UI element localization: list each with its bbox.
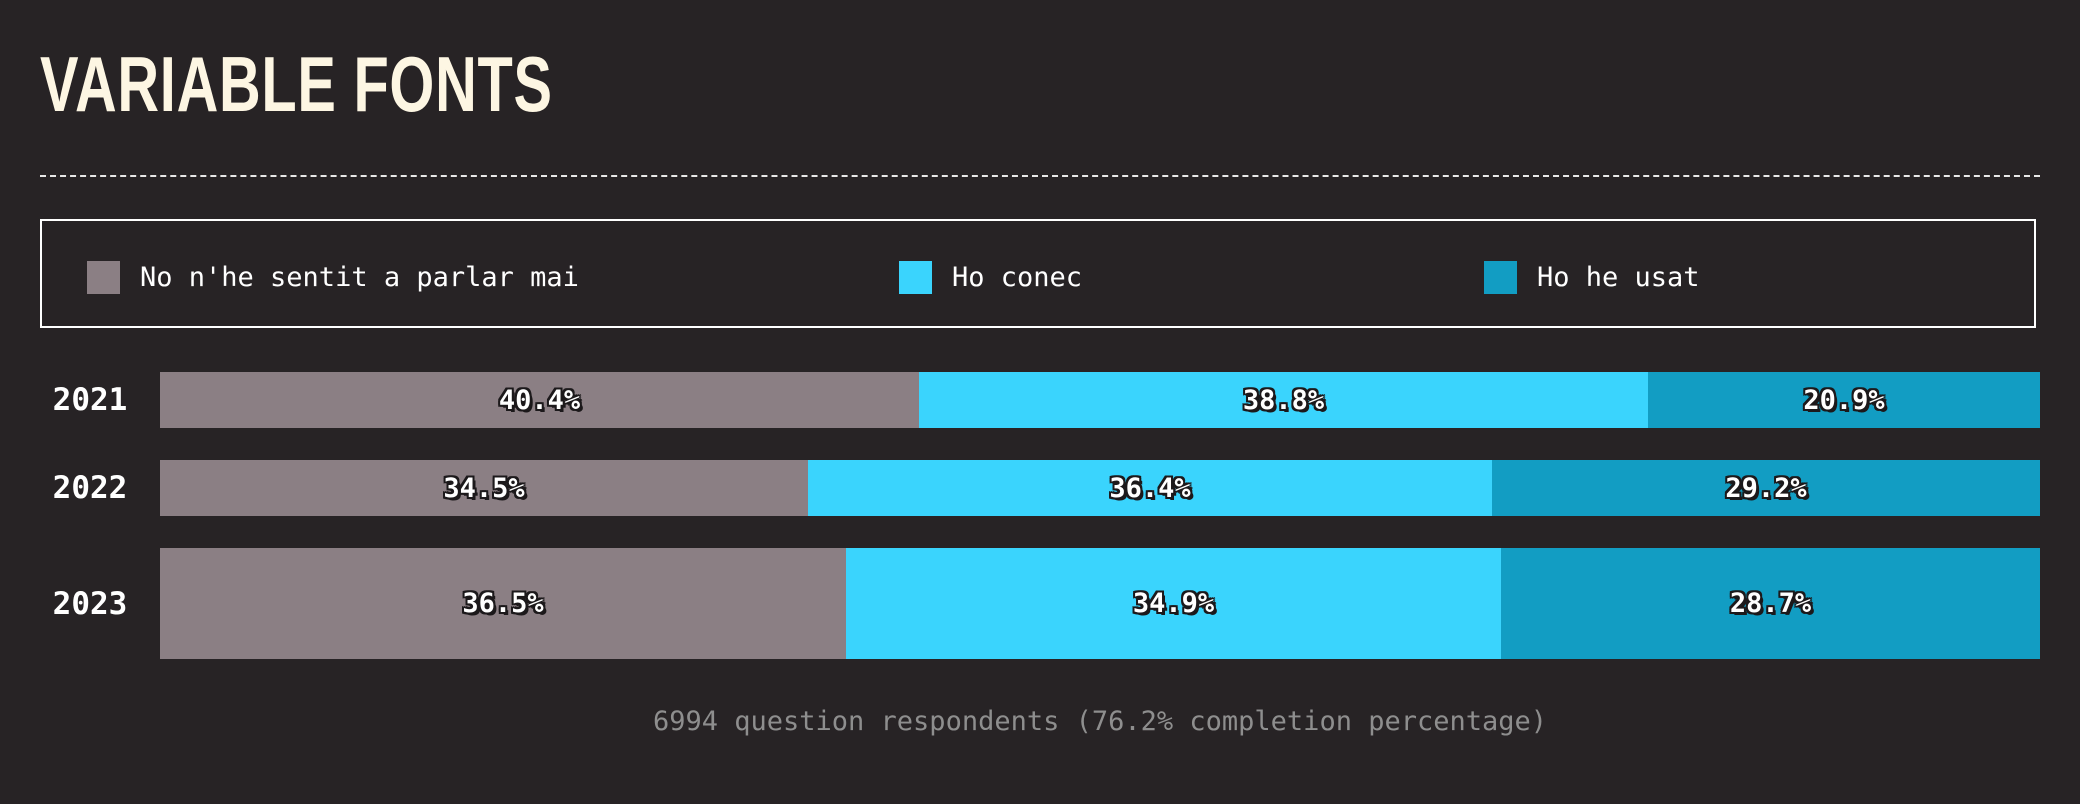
data-label-2021-know-it: 38.8% [1242,384,1325,416]
data-label-2022-never-heard: 34.5% [443,472,525,504]
year-label-2022: 2022 [52,470,128,506]
legend-item-used-it[interactable]: Ho he usat [1484,260,1700,294]
dashed-divider [40,175,2040,177]
year-label-2021: 2021 [52,382,128,418]
legend-item-never-heard[interactable]: No n'he sentit a parlar mai [87,260,579,294]
bar-segment-2021-know-it[interactable]: 38.8% [919,372,1648,428]
data-label-2021-used-it: 20.9% [1803,384,1885,416]
legend-swatch-never-heard [87,260,120,294]
bar-segment-2023-know-it[interactable]: 34.9% [846,548,1501,659]
legend-swatch-used-it [1484,260,1517,294]
data-label-2023-used-it: 28.7% [1729,588,1812,619]
legend-item-know-it[interactable]: Ho conec [899,260,1082,294]
chart-title: VARIABLE FONTS [40,40,553,128]
legend-swatch-know-it [899,260,932,294]
legend-label-used-it: Ho he usat [1537,261,1700,293]
bar-segment-2022-know-it[interactable]: 36.4% [808,460,1492,516]
data-label-2023-never-heard: 36.5% [462,588,544,619]
bar-segment-2021-used-it[interactable]: 20.9% [1648,372,2040,428]
legend-label-never-heard: No n'he sentit a parlar mai [140,261,579,293]
respondents-note: 6994 question respondents (76.2% complet… [652,706,1548,737]
bar-segment-2023-never-heard[interactable]: 36.5% [160,548,846,659]
legend: No n'he sentit a parlar mai Ho conec Ho … [40,219,2036,328]
bar-segment-2022-never-heard[interactable]: 34.5% [160,460,808,516]
bar-segment-2021-never-heard[interactable]: 40.4% [160,372,919,428]
year-label-2023: 2023 [52,585,128,622]
data-label-2021-never-heard: 40.4% [498,384,581,416]
legend-label-know-it: Ho conec [952,261,1083,293]
data-label-2022-know-it: 36.4% [1109,472,1191,504]
bar-segment-2022-used-it[interactable]: 29.2% [1492,460,2040,516]
bar-segment-2023-used-it[interactable]: 28.7% [1501,548,2040,659]
data-label-2022-used-it: 29.2% [1725,472,1807,504]
data-label-2023-know-it: 34.9% [1132,588,1215,619]
